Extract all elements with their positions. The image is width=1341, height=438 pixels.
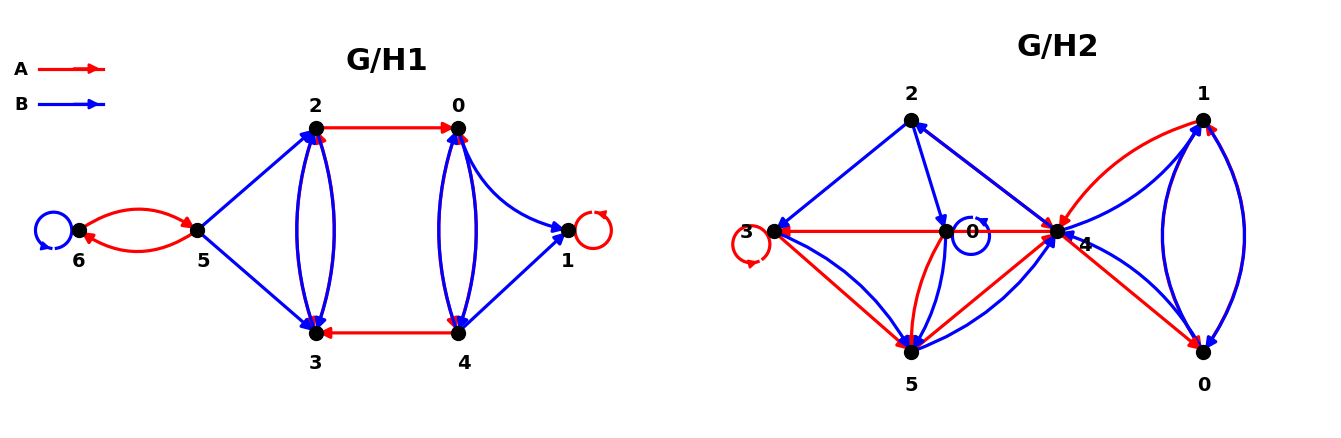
Text: 3: 3 <box>308 353 322 372</box>
Text: 3: 3 <box>739 223 752 241</box>
Text: 2: 2 <box>308 97 322 116</box>
Text: B: B <box>13 96 28 114</box>
Text: 0: 0 <box>1196 375 1210 394</box>
Text: 5: 5 <box>197 251 211 270</box>
Text: 1: 1 <box>561 251 575 270</box>
Text: 5: 5 <box>904 375 919 394</box>
Text: G/H1: G/H1 <box>345 47 428 76</box>
Text: G/H2: G/H2 <box>1016 33 1098 62</box>
Text: 0: 0 <box>451 97 464 116</box>
Text: 1: 1 <box>1196 85 1211 104</box>
Text: 2: 2 <box>904 85 919 104</box>
Text: 4: 4 <box>457 353 471 372</box>
Text: 4: 4 <box>1078 235 1092 254</box>
Text: 0: 0 <box>964 223 978 241</box>
Text: 6: 6 <box>72 251 86 270</box>
Text: A: A <box>13 60 28 78</box>
